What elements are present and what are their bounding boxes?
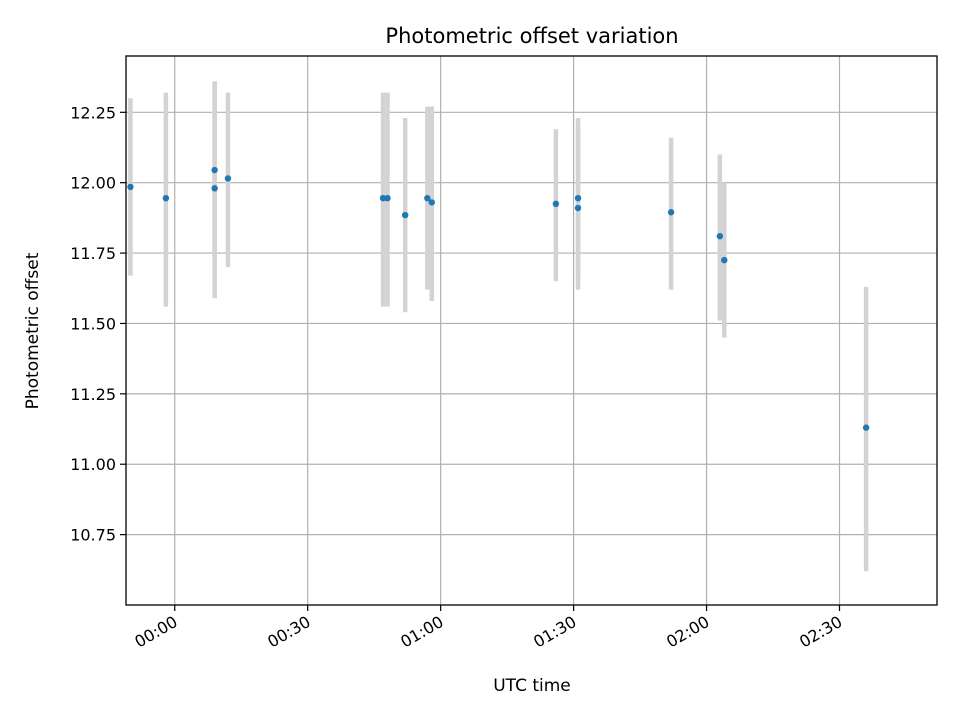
data-point <box>424 194 431 202</box>
data-point <box>211 166 218 174</box>
data-point <box>401 211 409 219</box>
y-tick-label: 12.25 <box>70 103 116 122</box>
y-tick-label: 11.25 <box>70 385 116 404</box>
data-point <box>716 232 724 240</box>
x-axis-label: UTC time <box>493 676 571 696</box>
data-point <box>862 424 870 431</box>
data-point <box>127 183 134 191</box>
chart-title: Photometric offset variation <box>385 24 678 48</box>
y-axis-ticks: 10.75 11.00 11.25 11.50 11.75 12.00 12.25 <box>70 103 126 545</box>
y-tick-label: 11.50 <box>70 314 116 333</box>
y-tick-label: 10.75 <box>70 526 116 545</box>
data-point <box>721 256 728 264</box>
y-axis-label: Photometric offset <box>23 252 43 409</box>
y-tick-label: 11.00 <box>70 455 116 474</box>
data-point <box>162 194 170 202</box>
data-point <box>552 200 560 208</box>
data-point <box>428 199 435 206</box>
data-point <box>211 185 218 192</box>
data-point <box>574 204 582 212</box>
data-points <box>127 166 870 431</box>
data-point <box>224 175 232 182</box>
plot-frame <box>125 55 938 606</box>
y-tick-label: 11.75 <box>70 244 116 263</box>
data-point <box>384 194 391 202</box>
grid <box>126 56 937 605</box>
data-point <box>574 194 582 202</box>
data-point <box>379 194 387 202</box>
y-tick-label: 12.00 <box>70 174 116 193</box>
data-point <box>667 209 675 216</box>
